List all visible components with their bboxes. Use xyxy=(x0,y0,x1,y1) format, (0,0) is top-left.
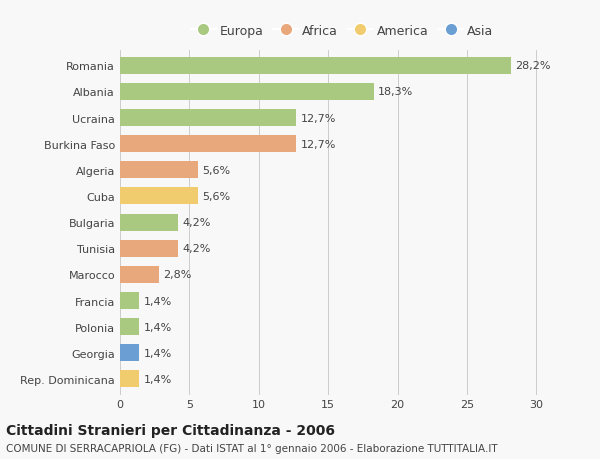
Text: 1,4%: 1,4% xyxy=(143,322,172,332)
Text: Cittadini Stranieri per Cittadinanza - 2006: Cittadini Stranieri per Cittadinanza - 2… xyxy=(6,423,335,437)
Text: 4,2%: 4,2% xyxy=(182,218,211,228)
Text: 12,7%: 12,7% xyxy=(301,140,336,149)
Text: 1,4%: 1,4% xyxy=(143,296,172,306)
Text: COMUNE DI SERRACAPRIOLA (FG) - Dati ISTAT al 1° gennaio 2006 - Elaborazione TUTT: COMUNE DI SERRACAPRIOLA (FG) - Dati ISTA… xyxy=(6,443,497,453)
Bar xyxy=(120,214,178,231)
Text: 28,2%: 28,2% xyxy=(515,61,551,71)
Bar xyxy=(120,84,374,101)
Bar xyxy=(120,345,139,362)
Bar xyxy=(120,266,159,283)
Bar xyxy=(120,58,511,75)
Bar xyxy=(120,188,198,205)
Bar xyxy=(120,240,178,257)
Text: 5,6%: 5,6% xyxy=(202,165,230,175)
Bar xyxy=(120,370,139,387)
Text: 12,7%: 12,7% xyxy=(301,113,336,123)
Bar xyxy=(120,319,139,336)
Text: 1,4%: 1,4% xyxy=(143,374,172,384)
Text: 18,3%: 18,3% xyxy=(378,87,413,97)
Legend: Europa, Africa, America, Asia: Europa, Africa, America, Asia xyxy=(188,22,496,40)
Text: 5,6%: 5,6% xyxy=(202,191,230,202)
Text: 2,8%: 2,8% xyxy=(163,270,191,280)
Bar xyxy=(120,136,296,153)
Bar xyxy=(120,162,198,179)
Bar xyxy=(120,292,139,309)
Bar xyxy=(120,110,296,127)
Text: 4,2%: 4,2% xyxy=(182,244,211,254)
Text: 1,4%: 1,4% xyxy=(143,348,172,358)
